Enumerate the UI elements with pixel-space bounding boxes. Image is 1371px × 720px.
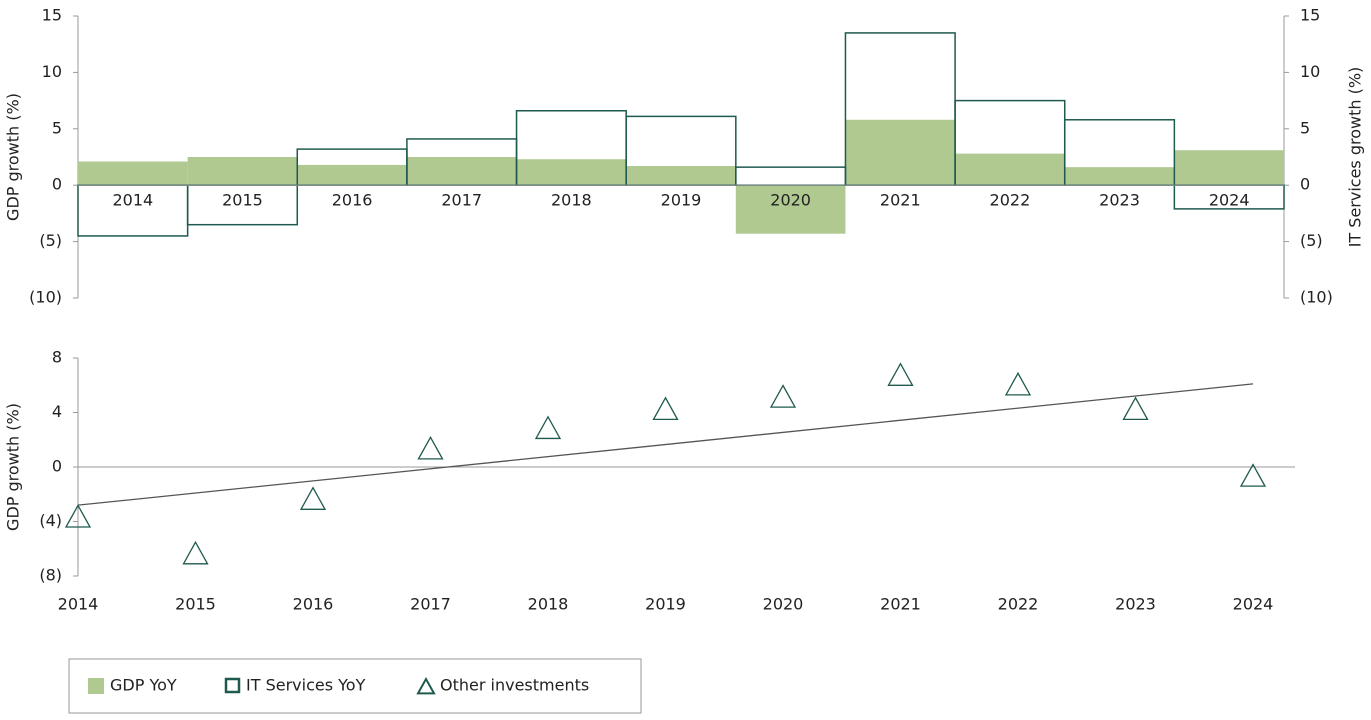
marker xyxy=(887,362,914,386)
x-tick-label: 2023 xyxy=(1115,595,1156,614)
x-tick-label: 2022 xyxy=(998,595,1039,614)
x-tick-label: 2018 xyxy=(551,191,592,210)
x-tick-label: 2019 xyxy=(645,595,686,614)
x-tick-label: 2017 xyxy=(441,191,482,210)
bar xyxy=(297,164,407,186)
y2-tick-label: 10 xyxy=(1300,62,1320,81)
legend-label: GDP YoY xyxy=(110,676,177,695)
y2-tick-label: (5) xyxy=(1300,231,1323,250)
y-tick-label: (5) xyxy=(39,231,62,250)
x-tick-label: 2020 xyxy=(763,595,804,614)
marker xyxy=(417,435,444,460)
x-tick-label: 2020 xyxy=(770,191,811,210)
x-tick-label: 2016 xyxy=(332,191,373,210)
x-tick-label: 2015 xyxy=(222,191,263,210)
legend-label: IT Services YoY xyxy=(246,676,366,695)
bar xyxy=(735,185,846,234)
marker xyxy=(1239,463,1267,487)
bar xyxy=(78,161,188,186)
marker xyxy=(534,415,562,440)
marker xyxy=(769,384,797,408)
bar xyxy=(735,166,847,186)
bar xyxy=(1174,150,1284,186)
x-tick-label: 2015 xyxy=(175,595,216,614)
y-tick-label: 0 xyxy=(52,175,62,194)
y-tick-label: 5 xyxy=(52,118,62,137)
x-tick-label: 2022 xyxy=(990,191,1031,210)
legend-swatch xyxy=(224,677,241,694)
x-tick-label: 2018 xyxy=(528,595,569,614)
y2-tick-label: 15 xyxy=(1300,6,1320,25)
x-tick-label: 2014 xyxy=(58,595,99,614)
legend-swatch xyxy=(416,676,436,695)
x-tick-label: 2014 xyxy=(112,191,153,210)
y-tick-label: 8 xyxy=(52,348,62,367)
y-tick-label: 4 xyxy=(52,402,62,421)
y-tick-label: 0 xyxy=(52,457,62,476)
y-tick-label: 10 xyxy=(42,62,62,81)
x-tick-label: 2019 xyxy=(661,191,702,210)
y2-tick-label: 5 xyxy=(1300,118,1310,137)
y2-tick-label: (10) xyxy=(1300,288,1333,307)
y2-tick-label: 0 xyxy=(1300,175,1310,194)
marker xyxy=(64,504,92,528)
bar xyxy=(626,166,736,186)
x-tick-label: 2021 xyxy=(880,595,921,614)
y-tick-label: (8) xyxy=(39,566,62,585)
marker xyxy=(299,486,327,510)
y-tick-label: (4) xyxy=(39,511,62,530)
marker xyxy=(1122,396,1149,421)
x-tick-label: 2016 xyxy=(293,595,334,614)
y2-axis-label: IT Services growth (%) xyxy=(1346,67,1365,248)
y-axis-label: GDP growth (%) xyxy=(4,93,23,221)
legend-label: Other investments xyxy=(440,676,589,695)
x-tick-label: 2024 xyxy=(1209,191,1250,210)
legend-swatch xyxy=(88,678,104,694)
y-tick-label: 15 xyxy=(42,6,62,25)
bar xyxy=(187,157,298,186)
bar xyxy=(955,153,1065,186)
bar xyxy=(516,159,627,186)
marker xyxy=(182,540,209,565)
x-tick-label: 2021 xyxy=(880,191,921,210)
y-tick-label: (10) xyxy=(29,288,62,307)
marker xyxy=(1004,371,1032,396)
legend xyxy=(68,658,642,714)
bar xyxy=(1064,167,1175,186)
y-axis-label: GDP growth (%) xyxy=(4,403,23,531)
x-tick-label: 2024 xyxy=(1233,595,1274,614)
trend-line xyxy=(77,383,1254,506)
x-tick-label: 2023 xyxy=(1099,191,1140,210)
bar xyxy=(406,157,517,186)
bar xyxy=(845,119,956,186)
marker xyxy=(652,396,679,421)
x-tick-label: 2017 xyxy=(410,595,451,614)
